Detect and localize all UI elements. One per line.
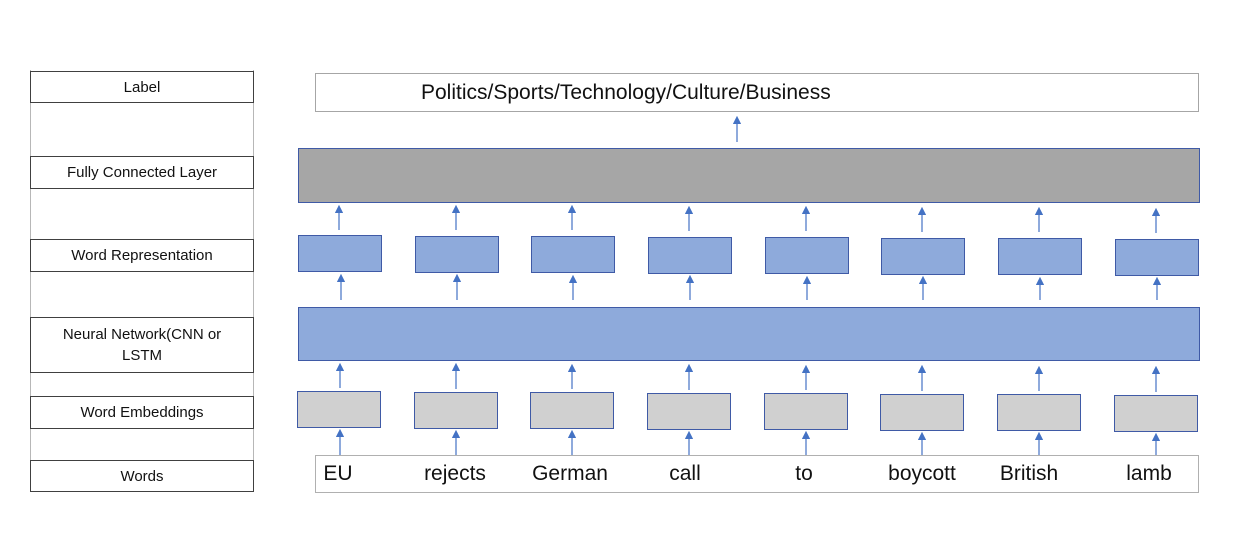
- word-embedding-box: [997, 394, 1081, 431]
- word-embedding-box: [647, 393, 731, 430]
- output-label-text: Politics/Sports/Technology/Culture/Busin…: [421, 81, 831, 104]
- word-token: EU: [323, 462, 353, 485]
- side-label-word-embeddings: Word Embeddings: [30, 396, 254, 429]
- word-representation-box: [1115, 239, 1199, 276]
- word-representation-box: [881, 238, 965, 275]
- word-embedding-box: [1114, 395, 1198, 432]
- word-token: rejects: [424, 462, 486, 485]
- side-label-label: Label: [30, 71, 254, 103]
- word-token: call: [669, 462, 701, 485]
- word-representation-box: [298, 235, 382, 272]
- word-representation-box: [415, 236, 499, 273]
- side-label-fully-connected: Fully Connected Layer: [30, 156, 254, 189]
- word-embedding-box: [530, 392, 614, 429]
- side-label-neural-network: Neural Network(CNN or LSTM: [30, 317, 254, 373]
- word-token: British: [999, 462, 1059, 485]
- word-embedding-box: [764, 393, 848, 430]
- side-label-words: Words: [30, 460, 254, 492]
- word-embedding-box: [414, 392, 498, 429]
- neural-network-layer: [298, 307, 1200, 361]
- word-embedding-box: [297, 391, 381, 428]
- side-legend-frame: [30, 70, 254, 492]
- word-representation-box: [765, 237, 849, 274]
- word-token: boycott: [888, 462, 956, 485]
- word-embedding-box: [880, 394, 964, 431]
- word-token: lamb: [1126, 462, 1172, 485]
- word-representation-box: [648, 237, 732, 274]
- word-representation-box: [531, 236, 615, 273]
- output-label-box: Politics/Sports/Technology/Culture/Busin…: [315, 73, 1199, 112]
- side-label-word-representation: Word Representation: [30, 239, 254, 272]
- words-box: [315, 455, 1199, 493]
- word-token: to: [795, 462, 813, 485]
- word-representation-box: [998, 238, 1082, 275]
- word-token: German: [532, 462, 608, 485]
- fully-connected-layer: [298, 148, 1200, 203]
